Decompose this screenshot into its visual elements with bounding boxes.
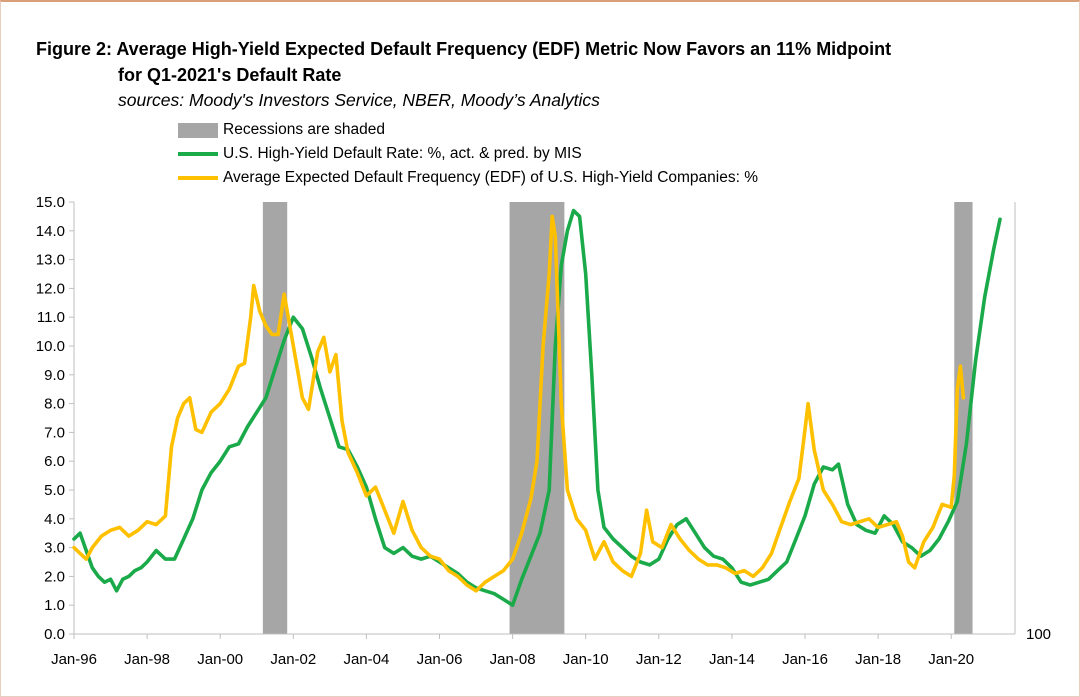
y-tick-label: 0.0 <box>44 626 65 643</box>
y-tick-label: 3.0 <box>44 540 65 557</box>
chart-series <box>72 208 1002 607</box>
y-tick-label: 5.0 <box>44 482 65 499</box>
y-tick-label: 12.0 <box>36 280 65 297</box>
legend-swatch-edf <box>178 176 218 180</box>
legend-item-default-rate: U.S. High-Yield Default Rate: %, act. & … <box>178 142 758 166</box>
chart-legend: Recessions are shaded U.S. High-Yield De… <box>178 118 758 190</box>
series-line-default-rate <box>72 208 1002 607</box>
x-tick-label: Jan-08 <box>490 651 536 668</box>
x-tick-label: Jan-00 <box>197 651 243 668</box>
legend-item-recessions: Recessions are shaded <box>178 118 758 142</box>
x-tick-label: Jan-04 <box>343 651 389 668</box>
legend-label-default-rate: U.S. High-Yield Default Rate: %, act. & … <box>223 145 582 162</box>
recession-band-1 <box>262 202 288 634</box>
x-tick-label: Jan-18 <box>855 651 901 668</box>
y-tick-label: 13.0 <box>36 252 65 269</box>
y-tick-label: 8.0 <box>44 396 65 413</box>
chart-axes: 0.0 1.0 2.0 3.0 4.0 5.0 6.0 7.0 8.0 9.0 10.0 11.0 12… <box>36 194 1016 668</box>
legend-swatch-default-rate <box>178 152 218 156</box>
y-tick-label: 6.0 <box>44 453 65 470</box>
recession-band-3 <box>954 202 973 634</box>
chart-title: Figure 2: Average High-Yield Expected De… <box>36 36 891 88</box>
y-tick-label: 2.0 <box>44 568 65 585</box>
y-tick-label: 14.0 <box>36 223 65 240</box>
x-tick-label: Jan-02 <box>270 651 316 668</box>
x-tick-label: Jan-10 <box>563 651 609 668</box>
x-tick-label: Jan-06 <box>417 651 463 668</box>
legend-label-edf: Average Expected Default Frequency (EDF)… <box>223 169 758 186</box>
recession-bands <box>262 202 973 634</box>
x-tick-label: Jan-20 <box>928 651 974 668</box>
legend-label-recessions: Recessions are shaded <box>223 121 385 138</box>
x-tick-label: Jan-96 <box>51 651 97 668</box>
series-line-edf <box>72 214 966 593</box>
chart-sources: sources: Moody's Investors Service, NBER… <box>118 90 600 110</box>
y-tick-label: 4.0 <box>44 511 65 528</box>
secondary-axis-label: 100 <box>1026 626 1051 643</box>
y-tick-label: 7.0 <box>44 424 65 441</box>
y-tick-label: 11.0 <box>37 309 65 326</box>
legend-swatch-recessions <box>178 122 218 138</box>
y-tick-label: 15.0 <box>36 194 65 211</box>
y-tick-label: 1.0 <box>44 597 65 614</box>
x-tick-label: Jan-98 <box>124 651 170 668</box>
x-tick-label: Jan-16 <box>782 651 828 668</box>
chart-title-line-1: Figure 2: Average High-Yield Expected De… <box>36 39 892 59</box>
legend-item-edf: Average Expected Default Frequency (EDF)… <box>178 166 758 190</box>
chart-title-line-2: for Q1-2021's Default Rate <box>118 65 342 85</box>
y-tick-label: 10.0 <box>36 338 65 355</box>
y-tick-label: 9.0 <box>44 367 65 384</box>
x-tick-label: Jan-14 <box>709 651 755 668</box>
x-tick-label: Jan-12 <box>636 651 682 668</box>
